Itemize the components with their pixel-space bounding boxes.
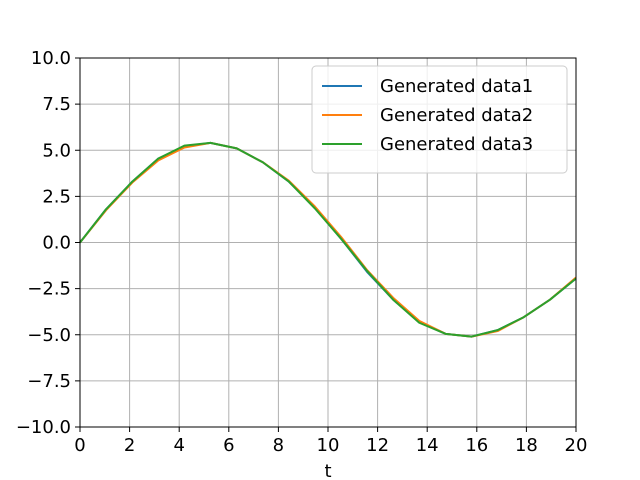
- series-line-3: [79, 141, 577, 338]
- x-tick-label: 20: [565, 435, 588, 456]
- x-tick-label: 4: [173, 435, 184, 456]
- x-tick-label: 12: [366, 435, 389, 456]
- y-tick-label: 0.0: [42, 233, 71, 254]
- x-tick-label: 18: [515, 435, 538, 456]
- legend-label-2: Generated data2: [380, 105, 533, 126]
- series-lines: [79, 141, 577, 338]
- y-tick-label: 2.5: [42, 186, 71, 207]
- x-axis-ticks: 0 2 4 6 8 10 12 14 16 18 20: [74, 427, 587, 456]
- y-tick-label: −7.5: [27, 371, 71, 392]
- y-tick-label: −10.0: [16, 417, 71, 438]
- x-tick-label: 14: [416, 435, 439, 456]
- legend: Generated data1 Generated data2 Generated …: [311, 65, 568, 174]
- legend-box: [311, 65, 568, 174]
- y-tick-label: 5.0: [42, 140, 71, 161]
- x-tick-label: 16: [465, 435, 488, 456]
- y-tick-label: −5.0: [27, 325, 71, 346]
- y-axis-ticks: −10.0 −7.5 −5.0 −2.5 0.0 2.5 5.0 7.5 10.0: [16, 48, 80, 438]
- x-tick-label: 6: [223, 435, 234, 456]
- legend-label-3: Generated data3: [380, 134, 533, 155]
- y-tick-label: −2.5: [27, 279, 71, 300]
- x-axis-label: t: [324, 461, 331, 480]
- legend-label-1: Generated data1: [380, 76, 533, 97]
- y-tick-label: 7.5: [42, 94, 71, 115]
- y-tick-label: 10.0: [31, 48, 71, 69]
- x-tick-label: 2: [124, 435, 135, 456]
- x-tick-label: 10: [317, 435, 340, 456]
- x-tick-label: 8: [273, 435, 284, 456]
- x-tick-label: 0: [74, 435, 85, 456]
